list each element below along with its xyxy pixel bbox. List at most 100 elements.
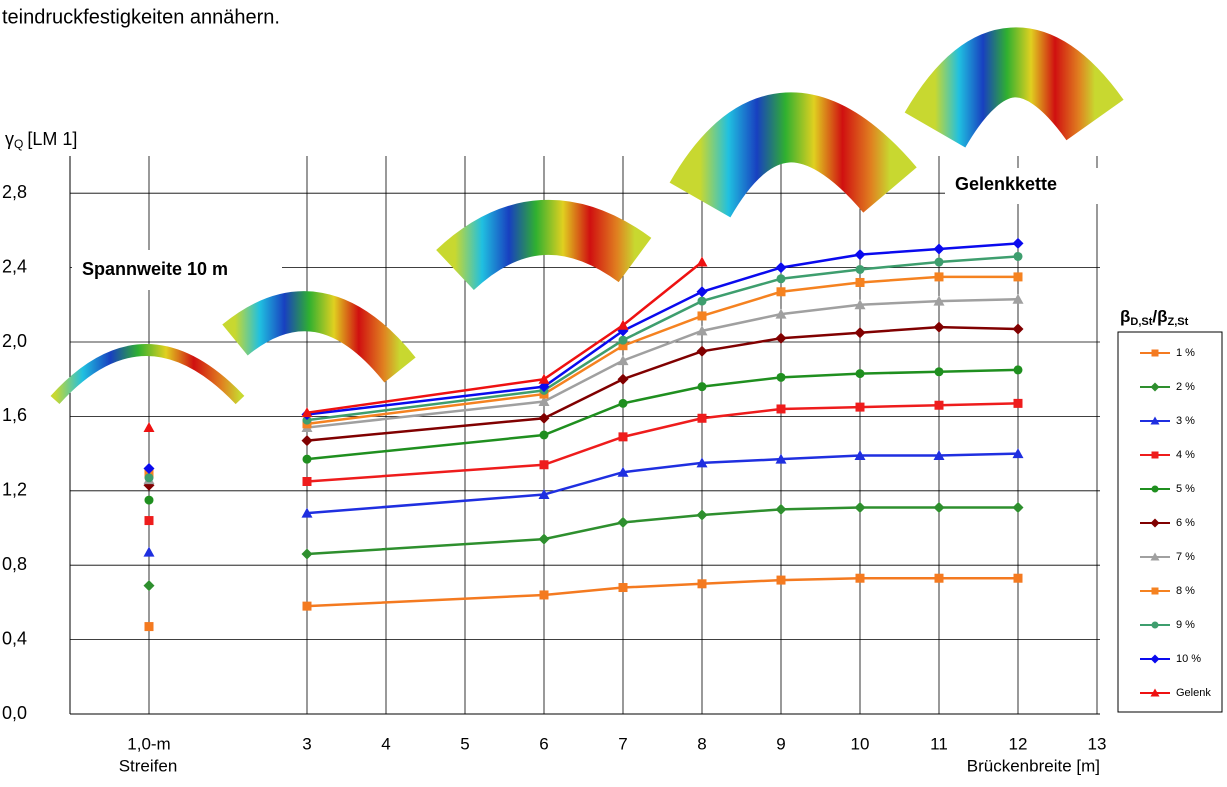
marker <box>697 346 708 357</box>
legend-label: 10 % <box>1176 653 1201 665</box>
marker <box>1152 350 1159 357</box>
marker <box>302 435 313 446</box>
marker <box>1152 486 1159 493</box>
marker <box>698 579 707 588</box>
marker <box>618 374 629 385</box>
marker <box>1013 502 1024 513</box>
marker <box>856 265 865 274</box>
marker <box>777 404 786 413</box>
fe-render <box>235 311 400 370</box>
legend-label: 4 % <box>1176 449 1195 461</box>
legend-label: 8 % <box>1176 585 1195 597</box>
fe-render <box>935 62 1095 130</box>
intro-text: teindruckfestigkeiten annähern. <box>2 6 280 28</box>
marker <box>777 287 786 296</box>
marker <box>145 496 154 505</box>
series-line <box>307 454 1018 514</box>
marker <box>145 516 154 525</box>
marker <box>145 622 154 631</box>
marker <box>144 580 155 591</box>
marker <box>1013 323 1024 334</box>
x-tick-label: 7 <box>618 734 627 753</box>
legend-title-a-sub: D,St <box>1130 316 1152 328</box>
y-axis-label: γQ [LM 1] <box>5 129 77 151</box>
marker <box>856 403 865 412</box>
series-line <box>307 327 1018 440</box>
y-label-unit: [LM 1] <box>27 129 77 149</box>
legend-title-a: β <box>1120 307 1130 326</box>
marker <box>856 278 865 287</box>
marker <box>145 473 154 482</box>
marker <box>619 432 628 441</box>
x-tick-label: 1,0-m <box>127 734 170 753</box>
marker <box>856 574 865 583</box>
marker <box>935 367 944 376</box>
y-tick-label: 1,6 <box>2 405 27 425</box>
y-label-symbol: γ <box>5 129 14 149</box>
series-line <box>307 299 1018 427</box>
annotation: Spannweite 10 m <box>82 259 228 279</box>
fe-render <box>700 127 890 200</box>
marker <box>1152 452 1159 459</box>
x-tick-label: 12 <box>1009 734 1028 753</box>
marker <box>1152 622 1159 629</box>
x-tick-label: 9 <box>776 734 785 753</box>
y-label-sub: Q <box>14 137 23 151</box>
fe-render <box>55 350 240 400</box>
marker <box>619 336 628 345</box>
y-tick-label: 2,8 <box>2 182 27 202</box>
marker <box>1152 588 1159 595</box>
marker <box>697 257 708 267</box>
legend-label: 2 % <box>1176 381 1195 393</box>
marker <box>856 369 865 378</box>
series-line <box>307 578 1018 606</box>
legend-label: 7 % <box>1176 551 1195 563</box>
marker <box>777 576 786 585</box>
marker <box>935 401 944 410</box>
marker <box>698 382 707 391</box>
marker <box>540 460 549 469</box>
legend-title-sep: /β <box>1152 307 1167 326</box>
chart: teindruckfestigkeiten annähern. γQ [LM 1]… <box>0 0 1227 787</box>
marker <box>1014 399 1023 408</box>
marker <box>697 509 708 520</box>
marker <box>539 413 550 424</box>
annotation: Gelenkkette <box>955 174 1057 194</box>
fe-render <box>455 227 635 270</box>
marker <box>934 502 945 513</box>
legend-label: 6 % <box>1176 517 1195 529</box>
marker <box>302 549 313 560</box>
marker <box>934 244 945 255</box>
y-tick-label: 0,0 <box>2 703 27 723</box>
y-tick-label: 0,8 <box>2 554 27 574</box>
marker <box>619 399 628 408</box>
marker <box>855 502 866 513</box>
marker <box>697 286 708 297</box>
legend-label: Gelenk <box>1176 687 1211 699</box>
marker <box>776 504 787 515</box>
marker <box>777 373 786 382</box>
x-axis-label: Brückenbreite [m] <box>967 756 1100 775</box>
marker <box>935 258 944 267</box>
x-tick-label: 13 <box>1088 734 1107 753</box>
x-tick-label: 5 <box>460 734 469 753</box>
legend-label: 3 % <box>1176 415 1195 427</box>
legend-title-b-sub: Z,St <box>1168 316 1189 328</box>
marker <box>698 311 707 320</box>
legend-title: βD,St/βZ,St <box>1120 307 1189 327</box>
marker <box>855 327 866 338</box>
legend-label: 9 % <box>1176 619 1195 631</box>
marker <box>777 274 786 283</box>
marker <box>303 477 312 486</box>
marker <box>776 262 787 273</box>
marker <box>540 431 549 440</box>
marker <box>539 534 550 545</box>
marker <box>1014 272 1023 281</box>
x-tick-label: 8 <box>697 734 706 753</box>
series-line <box>307 508 1018 554</box>
marker <box>1014 252 1023 261</box>
marker <box>934 322 945 333</box>
y-tick-label: 0,4 <box>2 628 27 648</box>
marker <box>1013 238 1024 249</box>
marker <box>144 422 155 432</box>
